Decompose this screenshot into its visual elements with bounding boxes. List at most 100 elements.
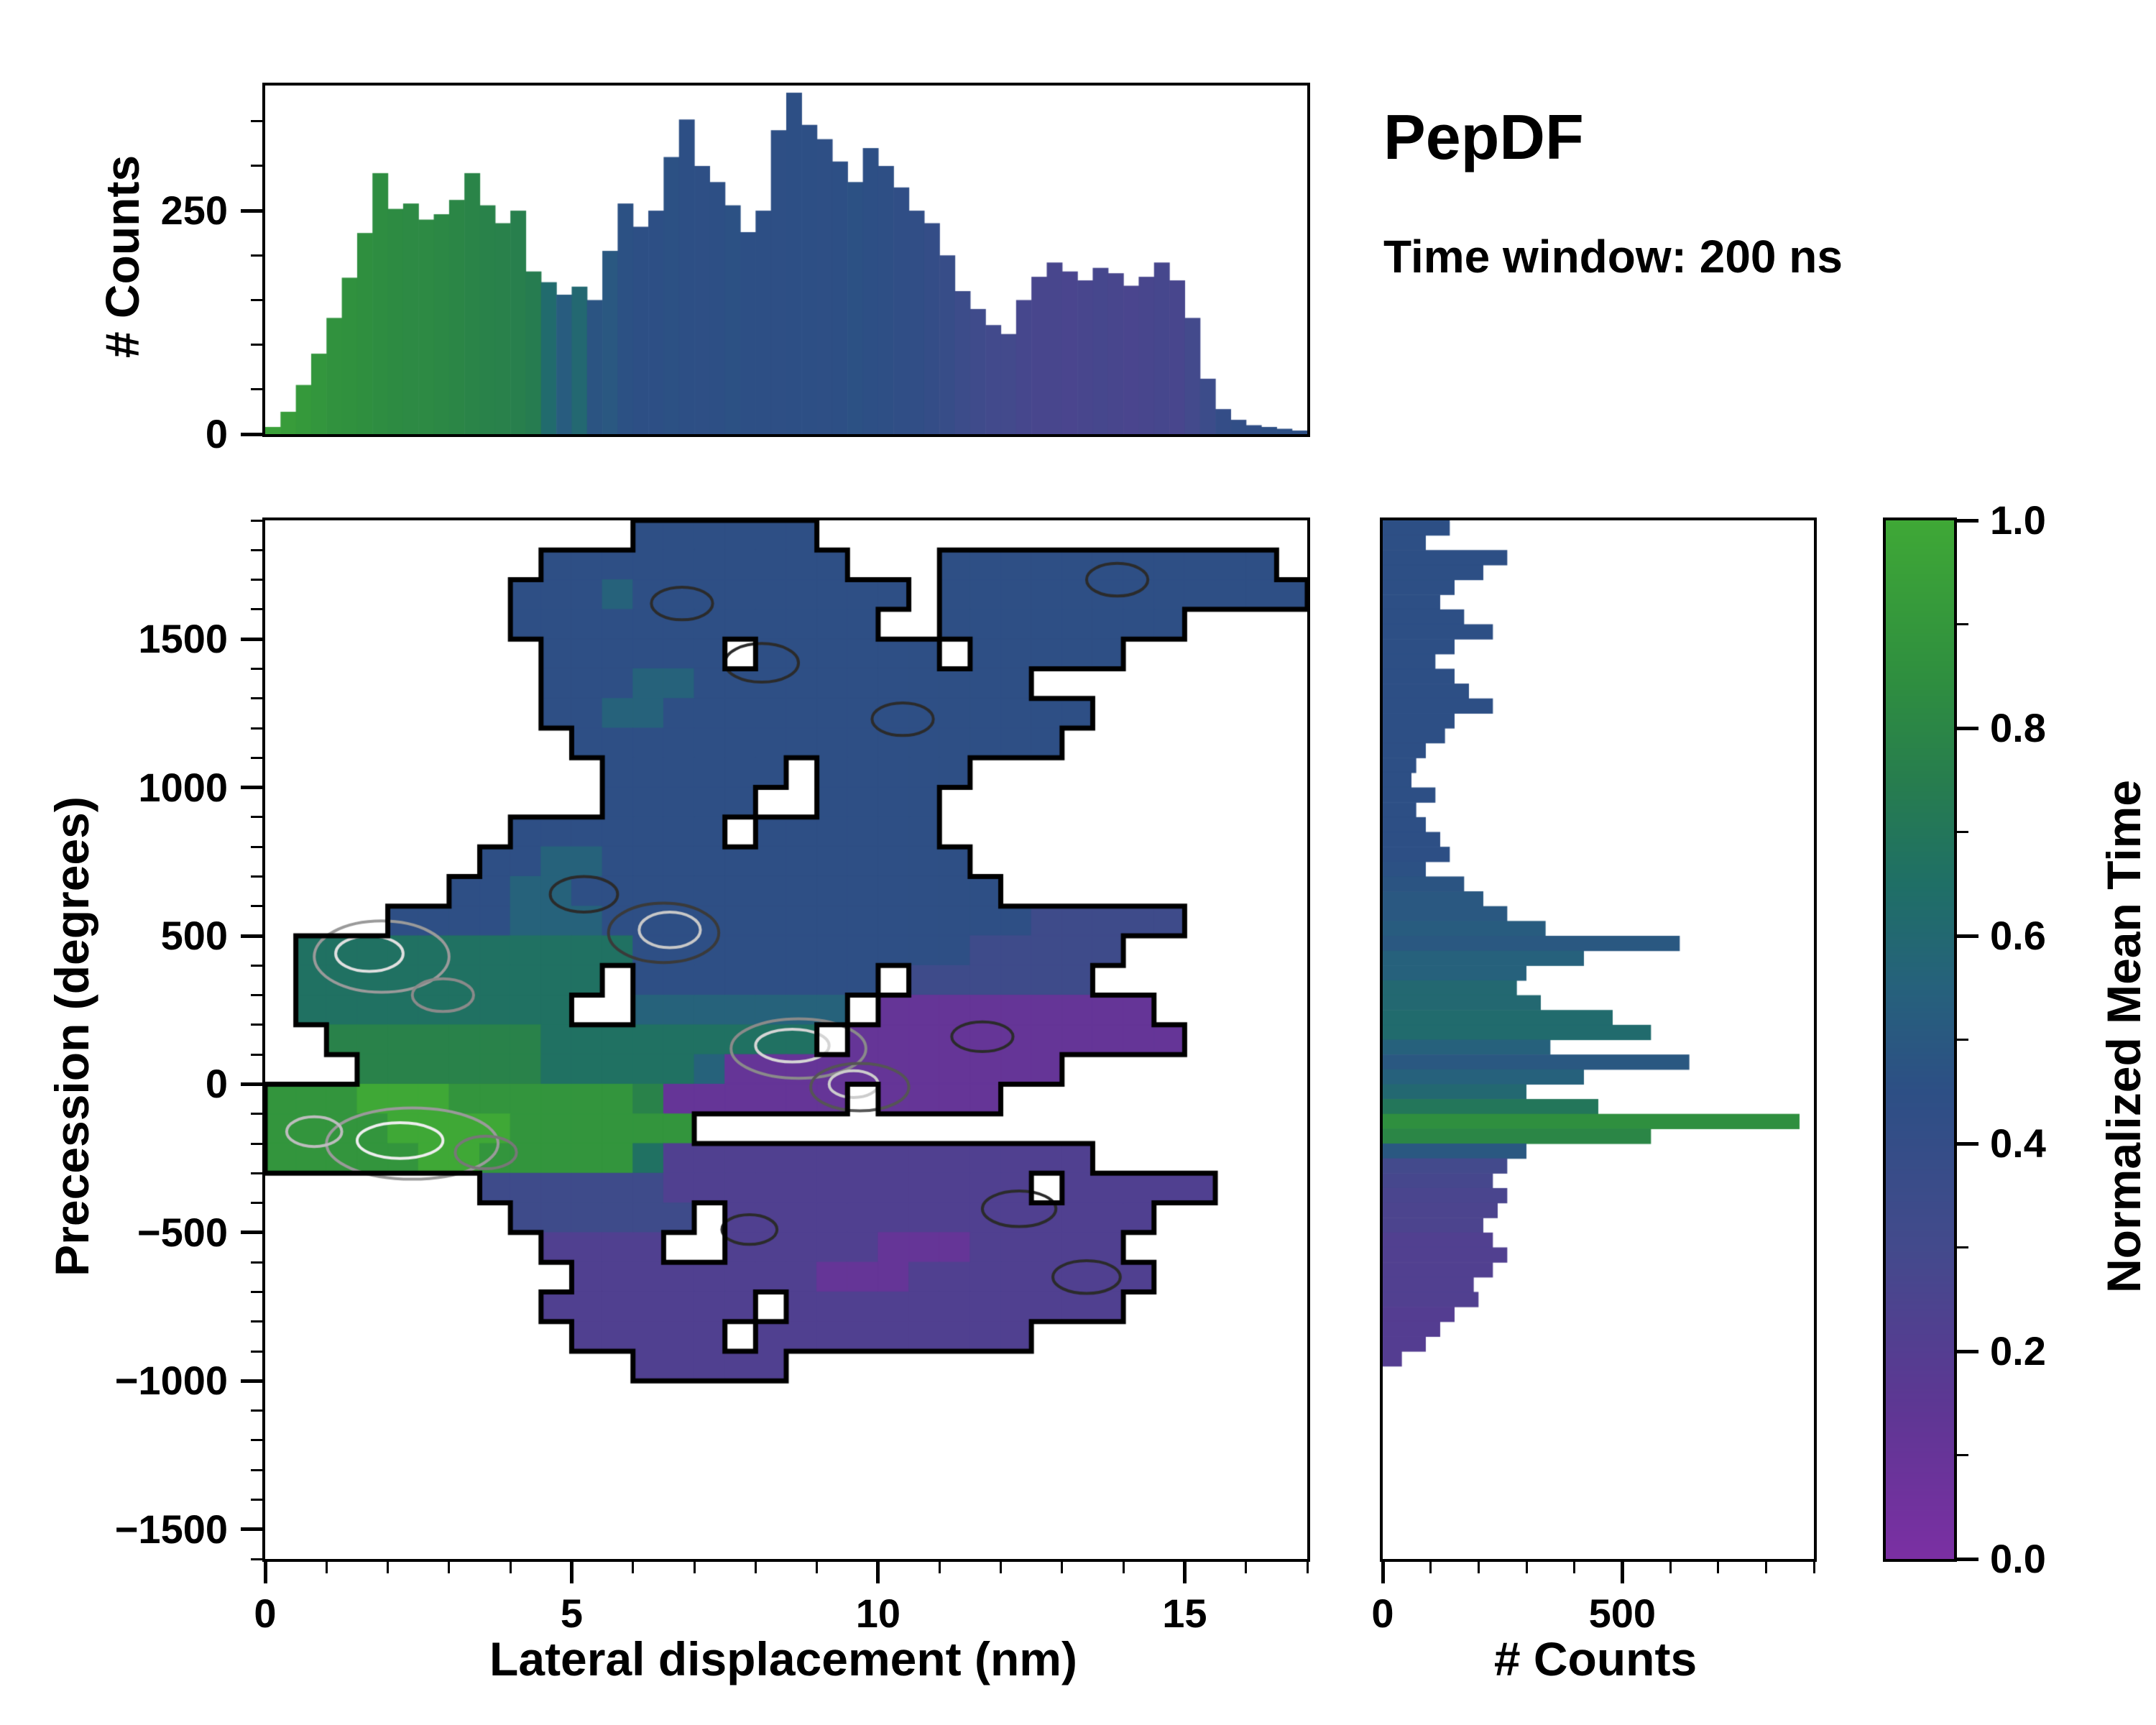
tick-mark — [241, 1379, 262, 1383]
tick-mark — [1957, 1349, 1978, 1353]
tick-mark — [251, 905, 262, 908]
tick-mark — [1812, 1562, 1815, 1573]
tick-mark — [1306, 1562, 1309, 1573]
tick-mark — [241, 637, 262, 641]
tick-mark — [251, 964, 262, 967]
tick-mark — [251, 756, 262, 759]
tick-mark — [1957, 1454, 1968, 1456]
tick-mark — [251, 1172, 262, 1174]
tick-mark — [251, 519, 262, 522]
main-xlabel: Lateral displacement (nm) — [489, 1632, 1077, 1685]
tick-mark — [816, 1562, 819, 1573]
tick-mark — [251, 845, 262, 848]
colorbar-canvas — [1886, 520, 1954, 1559]
tick-mark — [938, 1562, 941, 1573]
tick-mark — [509, 1562, 512, 1573]
tick-mark — [241, 1527, 262, 1532]
tick-label: 0 — [1371, 1591, 1394, 1636]
tick-mark — [387, 1562, 390, 1573]
tick-mark — [754, 1562, 757, 1573]
tick-label: 500 — [160, 913, 228, 958]
main-ylabel: Precession (degrees) — [45, 796, 98, 1276]
tick-label: 0.0 — [1990, 1536, 2046, 1581]
tick-label: −500 — [137, 1209, 228, 1255]
tick-mark — [241, 786, 262, 790]
tick-mark — [1525, 1562, 1528, 1573]
tick-mark — [1957, 1557, 1978, 1561]
top-histogram-canvas — [265, 86, 1307, 434]
tick-mark — [251, 1409, 262, 1412]
tick-mark — [251, 254, 262, 257]
tick-mark — [1957, 831, 1968, 833]
tick-mark — [1381, 1562, 1385, 1583]
tick-label: 0.4 — [1990, 1121, 2046, 1166]
colorbar-label: Normalized Mean Time — [2097, 780, 2150, 1293]
tick-mark — [1245, 1562, 1248, 1573]
tick-label: 0 — [205, 411, 228, 456]
tick-mark — [1182, 1562, 1187, 1583]
tick-mark — [1717, 1562, 1720, 1573]
tick-mark — [251, 1558, 262, 1560]
tick-mark — [1764, 1562, 1767, 1573]
tick-mark — [251, 344, 262, 346]
tick-label: 0 — [205, 1061, 228, 1107]
tick-mark — [1122, 1562, 1125, 1573]
tick-label: 1.0 — [1990, 497, 2046, 543]
tick-mark — [251, 1320, 262, 1323]
tick-mark — [693, 1562, 696, 1573]
tick-mark — [1957, 1039, 1968, 1041]
tick-mark — [251, 1261, 262, 1264]
tick-label: 250 — [160, 188, 228, 234]
tick-mark — [251, 1350, 262, 1353]
tick-mark — [251, 875, 262, 878]
tick-mark — [251, 579, 262, 581]
right-histogram-panel: 0 500 — [1371, 518, 1817, 1634]
tick-mark — [251, 1202, 262, 1205]
tick-label: 1500 — [138, 616, 228, 662]
tick-mark — [325, 1562, 328, 1573]
tick-label: 1000 — [138, 764, 228, 810]
tick-mark — [241, 208, 262, 213]
tick-mark — [1477, 1562, 1480, 1573]
tick-mark — [251, 120, 262, 123]
tick-mark — [241, 432, 262, 436]
tick-label: −1000 — [114, 1358, 228, 1404]
tick-mark — [251, 1439, 262, 1442]
tick-mark — [1061, 1562, 1064, 1573]
tick-mark — [263, 1562, 267, 1583]
tick-mark — [251, 1498, 262, 1501]
tick-mark — [251, 548, 262, 551]
tick-label: 5 — [560, 1591, 584, 1636]
tick-mark — [241, 934, 262, 938]
tick-mark — [1957, 1141, 1978, 1146]
tick-mark — [569, 1562, 573, 1583]
tick-label: 0.6 — [1990, 913, 2046, 958]
tick-mark — [251, 697, 262, 700]
tick-label: 0.2 — [1990, 1328, 2046, 1374]
top-hist-ylabel: # Counts — [96, 155, 149, 359]
tick-mark — [1957, 623, 1968, 625]
tick-mark — [1957, 934, 1978, 938]
tick-mark — [1620, 1562, 1624, 1583]
tick-label: 0.8 — [1990, 705, 2046, 750]
joint-density-panel: 0 5 10 15 −1500 −1000 −500 0 500 1000 1500 — [115, 518, 1310, 1634]
right-histogram-canvas — [1383, 520, 1814, 1559]
tick-mark — [448, 1562, 451, 1573]
tick-label: 500 — [1588, 1591, 1657, 1636]
colorbar: 0.0 0.2 0.4 0.6 0.8 1.0 — [1883, 500, 2046, 1579]
tick-mark — [251, 1024, 262, 1026]
joint-density-canvas — [265, 520, 1307, 1559]
tick-mark — [1429, 1562, 1432, 1573]
tick-mark — [251, 608, 262, 611]
tick-mark — [251, 165, 262, 167]
tick-mark — [1669, 1562, 1672, 1573]
tick-mark — [251, 667, 262, 670]
tick-label: 15 — [1162, 1591, 1207, 1636]
tick-mark — [1000, 1562, 1003, 1573]
tick-label: 0 — [254, 1591, 277, 1636]
figure-title: PepDF — [1383, 101, 1584, 172]
tick-mark — [251, 1113, 262, 1116]
tick-mark — [251, 816, 262, 819]
tick-mark — [1957, 1246, 1968, 1248]
tick-mark — [251, 727, 262, 730]
